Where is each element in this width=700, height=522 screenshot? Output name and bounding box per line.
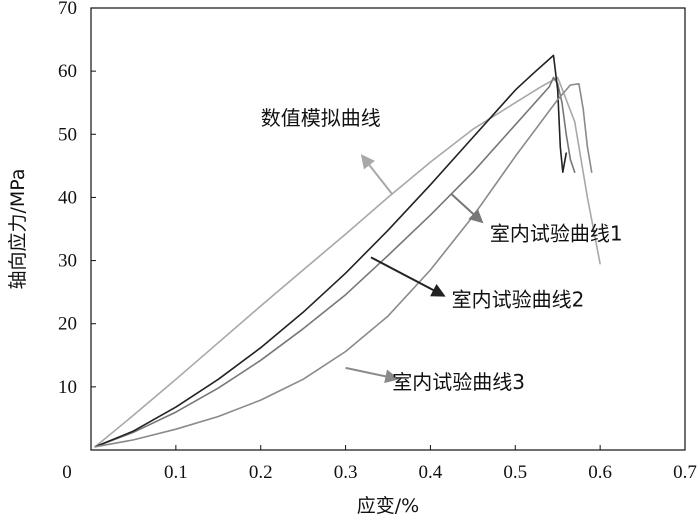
y-tick-label: 50 bbox=[58, 124, 77, 145]
annotation-label: 室内试验曲线2 bbox=[452, 288, 585, 312]
y-tick-label: 10 bbox=[58, 377, 77, 398]
x-tick-label: 0 bbox=[62, 462, 72, 483]
plot-frame bbox=[90, 7, 686, 451]
y-tick-label: 40 bbox=[58, 187, 77, 208]
x-tick-label: 0.7 bbox=[673, 462, 697, 483]
x-tick-label: 0.6 bbox=[588, 462, 612, 483]
annotation-label: 室内试验曲线1 bbox=[490, 221, 623, 245]
annotation-arrow bbox=[345, 366, 400, 384]
series-line-1 bbox=[94, 76, 601, 448]
x-tick-label: 0.1 bbox=[164, 462, 188, 483]
x-tick-label: 0.4 bbox=[419, 462, 443, 483]
annotation-label: 数值模拟曲线 bbox=[261, 106, 381, 130]
x-tick-label: 0.3 bbox=[334, 462, 358, 483]
series-line-3 bbox=[94, 54, 568, 448]
series-line-4 bbox=[94, 83, 593, 448]
y-tick-label: 60 bbox=[58, 61, 77, 82]
y-axis: 10 20 30 40 50 60 70 bbox=[58, 0, 96, 451]
annotation-arrow bbox=[450, 193, 484, 224]
x-axis-title: 应变/% bbox=[357, 495, 419, 517]
annotation-label: 室内试验曲线3 bbox=[392, 370, 525, 394]
y-tick-label: 20 bbox=[58, 314, 77, 335]
x-tick-label: 0.2 bbox=[249, 462, 273, 483]
x-tick-label: 0.5 bbox=[503, 462, 527, 483]
y-axis-title: 轴向应力/MPa bbox=[7, 168, 29, 289]
series-line-2 bbox=[94, 76, 576, 448]
annotation-arrow bbox=[370, 256, 446, 297]
x-axis: 0 0.1 0.2 0.3 0.4 0.5 0.6 0.7 bbox=[62, 445, 697, 483]
annotation-arrow bbox=[360, 154, 394, 195]
y-tick-label: 30 bbox=[58, 251, 77, 272]
series-layer bbox=[94, 54, 601, 448]
y-tick-label: 70 bbox=[58, 0, 77, 19]
